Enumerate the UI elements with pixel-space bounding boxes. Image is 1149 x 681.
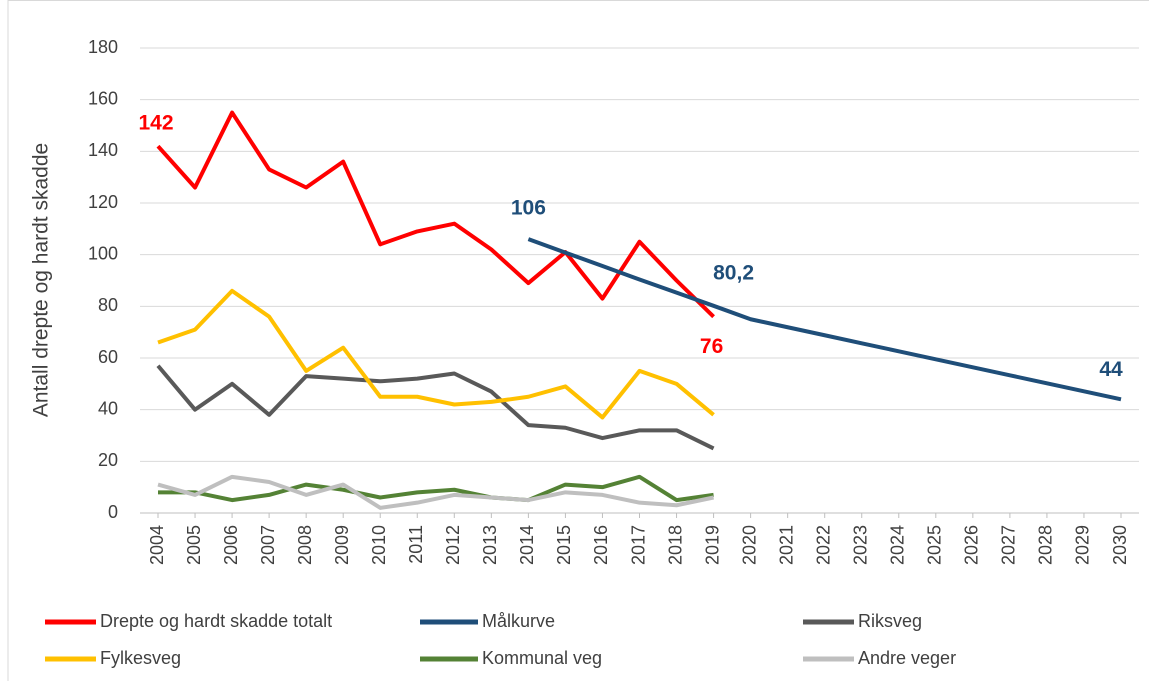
y-tick-label: 40 <box>98 398 118 418</box>
x-tick-label: 2019 <box>702 525 722 565</box>
y-tick-label: 20 <box>98 450 118 470</box>
legend-label: Fylkesveg <box>100 648 181 668</box>
x-tick-label: 2004 <box>147 525 167 565</box>
x-tick-label: 2006 <box>221 525 241 565</box>
x-tick-label: 2010 <box>369 525 389 565</box>
x-tick-label: 2016 <box>591 525 611 565</box>
x-tick-label: 2018 <box>665 525 685 565</box>
y-tick-label: 100 <box>88 243 118 263</box>
x-tick-label: 2015 <box>554 525 574 565</box>
data-label: 106 <box>511 197 546 220</box>
series-line <box>157 288 715 420</box>
data-label: 80,2 <box>713 261 754 284</box>
x-tick-label: 2024 <box>888 525 908 565</box>
y-tick-label: 180 <box>88 37 118 57</box>
y-tick-label: 60 <box>98 347 118 367</box>
y-tick-label: 80 <box>98 295 118 315</box>
legend-label: Drepte og hardt skadde totalt <box>100 611 332 631</box>
x-tick-label: 2014 <box>517 525 537 565</box>
y-tick-label: 160 <box>88 88 118 108</box>
x-tick-label: 2012 <box>443 525 463 565</box>
series-line <box>156 110 715 319</box>
x-tick-label: 2005 <box>184 525 204 565</box>
series-line <box>527 237 1122 402</box>
series-line <box>156 364 715 451</box>
data-label: 142 <box>138 112 173 135</box>
data-label: 44 <box>1099 358 1123 381</box>
legend-label: Kommunal veg <box>482 648 602 668</box>
x-tick-label: 2017 <box>628 525 648 565</box>
y-tick-label: 120 <box>88 192 118 212</box>
x-tick-label: 2027 <box>999 525 1019 565</box>
x-tick-label: 2020 <box>739 525 759 565</box>
x-tick-label: 2022 <box>813 525 833 565</box>
x-tick-label: 2007 <box>258 525 278 565</box>
x-tick-label: 2011 <box>406 525 426 564</box>
x-tick-label: 2026 <box>962 525 982 565</box>
series-line <box>157 474 714 510</box>
x-tick-label: 2030 <box>1110 525 1130 565</box>
y-tick-label: 0 <box>108 502 118 522</box>
x-tick-label: 2009 <box>332 525 352 565</box>
series-line <box>158 474 714 503</box>
x-tick-label: 2013 <box>480 525 500 565</box>
x-tick-label: 2028 <box>1036 525 1056 565</box>
x-tick-label: 2021 <box>776 525 796 565</box>
legend-label: Riksveg <box>858 611 922 631</box>
x-tick-label: 2029 <box>1073 525 1093 565</box>
x-tick-label: 2008 <box>295 525 315 565</box>
legend-label: Andre veger <box>858 648 956 668</box>
y-tick-label: 140 <box>88 140 118 160</box>
x-tick-label: 2023 <box>850 525 870 565</box>
frame <box>7 0 1149 681</box>
x-tick-label: 2025 <box>925 525 945 565</box>
y-axis-label: Antall drepte og hardt skadde <box>30 143 53 417</box>
legend-label: Målkurve <box>482 611 555 631</box>
data-label: 76 <box>700 335 723 358</box>
